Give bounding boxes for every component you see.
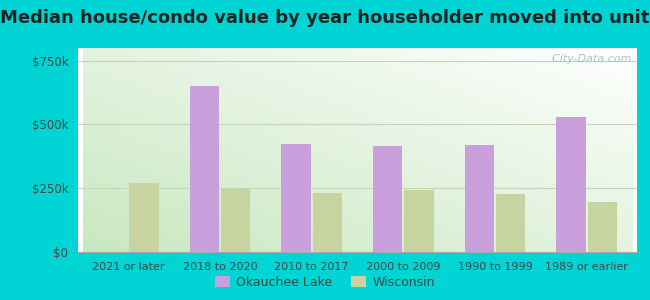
Legend: Okauchee Lake, Wisconsin: Okauchee Lake, Wisconsin (210, 271, 440, 294)
Bar (588, 202, 617, 252)
Bar (556, 117, 586, 252)
Bar (129, 183, 159, 252)
Bar (281, 144, 311, 252)
Bar (496, 194, 525, 252)
Bar (313, 193, 342, 252)
Bar (373, 146, 402, 252)
Bar (221, 189, 250, 252)
Bar (465, 145, 494, 252)
Bar (190, 86, 219, 252)
Text: City-Data.com: City-Data.com (545, 54, 631, 64)
Bar (404, 190, 434, 252)
Text: Median house/condo value by year householder moved into unit: Median house/condo value by year househo… (0, 9, 650, 27)
